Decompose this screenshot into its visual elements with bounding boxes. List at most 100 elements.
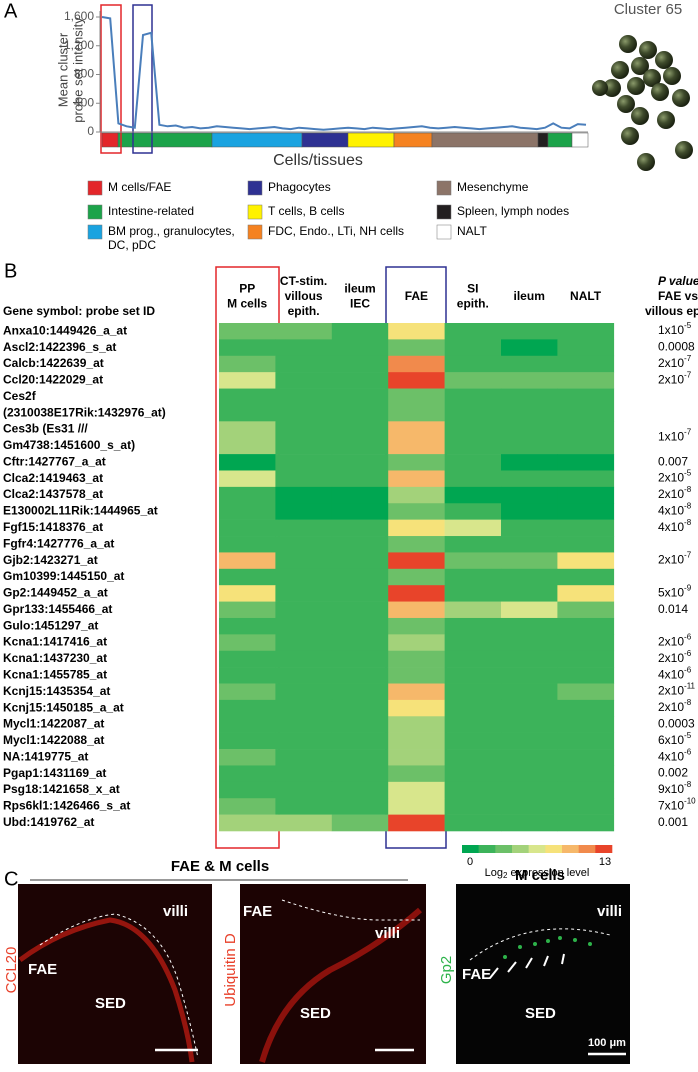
image-label: villi: [375, 925, 400, 942]
heatmap-cell: [219, 388, 276, 422]
p-value-text: 4x10: [658, 667, 684, 681]
heatmap-cell: [557, 519, 615, 537]
gene-label: Gm4738:1451600_s_at): [3, 438, 135, 452]
p-value-text: 2x10: [658, 651, 684, 665]
legend-swatch: [247, 224, 263, 240]
p-value: 2x10-5: [658, 469, 692, 485]
gene-label: Ccl20:1422029_at: [3, 373, 103, 387]
heatmap-cell: [444, 732, 502, 750]
p-value: 0.0003: [658, 717, 695, 731]
scale-swatch: [578, 845, 596, 853]
heatmap-cell: [219, 470, 276, 488]
heatmap-cell: [501, 323, 558, 340]
column-header: epith.: [457, 297, 489, 311]
p-value-text: 2x10: [658, 373, 684, 387]
scale-title-sub: 2: [503, 871, 508, 880]
heatmap-cell: [388, 601, 445, 619]
tissue-strip: [101, 132, 589, 148]
heatmap-cell: [444, 683, 502, 701]
scale-bar-label: 100 μm: [588, 1037, 626, 1049]
p-value-text: 1x10: [658, 323, 684, 337]
p-value-text: 0.0008: [658, 340, 695, 354]
p-value-text: 2x10: [658, 635, 684, 649]
p-value: 5x10-9: [658, 583, 692, 599]
heatmap-cell: [331, 814, 389, 832]
heatmap-cell: [219, 617, 276, 635]
heatmap-cell: [388, 716, 445, 733]
gene-label: Anxa10:1449426_a_at: [3, 323, 127, 337]
heatmap-cell: [444, 634, 502, 652]
legend-label: Intestine-related: [108, 204, 194, 218]
p-value: 2x10-7: [658, 354, 692, 370]
heatmap-cell: [331, 667, 389, 684]
p-value-exponent: -11: [684, 682, 696, 691]
heatmap-cell: [388, 732, 445, 750]
heatmap-cell: [219, 552, 276, 570]
p-value-text: 2x10: [658, 553, 684, 567]
gene-label: Gm10399:1445150_at: [3, 569, 124, 583]
p-value-text: 1x10: [658, 430, 684, 444]
scale-swatch: [512, 845, 529, 853]
gene-label: Fgf15:1418376_at: [3, 520, 103, 534]
heatmap-cell: [557, 339, 615, 357]
heatmap-cell: [388, 536, 445, 553]
heatmap-cell: [501, 585, 558, 602]
heatmap-cell: [557, 323, 615, 340]
p-value-text: 0.0003: [658, 717, 695, 731]
heatmap-cell: [275, 683, 333, 701]
p-header: FAE vs.: [658, 289, 698, 303]
image-label: villi: [597, 903, 622, 920]
heatmap-cell: [388, 650, 445, 668]
p-value-exponent: -8: [684, 502, 692, 511]
heatmap-cell: [501, 454, 558, 471]
scale-swatch: [562, 845, 579, 853]
heatmap-cell: [388, 585, 445, 602]
p-value: 0.014: [658, 602, 688, 616]
p-value: 4x10-6: [658, 747, 692, 763]
heatmap-cell: [388, 454, 445, 471]
heatmap-cell: [219, 454, 276, 471]
heatmap-cell: [331, 634, 389, 652]
heatmap-cell: [501, 552, 558, 570]
p-value-text: 4x10: [658, 504, 684, 518]
heatmap-cell: [444, 617, 502, 635]
stain-label: CCL20: [3, 947, 20, 994]
p-value-exponent: -8: [684, 780, 692, 789]
heatmap-cell: [331, 536, 389, 553]
gene-label: Kcna1:1437230_at: [3, 651, 107, 665]
p-value: 2x10-7: [658, 551, 692, 567]
gene-label: Kcnj15:1435354_at: [3, 684, 110, 698]
heatmap-cell: [219, 634, 276, 652]
panel-label: A: [4, 0, 18, 22]
p-value-text: 9x10: [658, 782, 684, 796]
image-label: SED: [95, 995, 126, 1012]
heatmap-cell: [557, 765, 615, 783]
heatmap-cell: [219, 749, 276, 766]
legend-label: Spleen, lymph nodes: [457, 204, 569, 218]
p-value-exponent: -7: [684, 370, 692, 379]
heatmap-cell: [331, 503, 389, 520]
column-header: epith.: [288, 304, 320, 318]
heatmap-cell: [444, 699, 502, 717]
heatmap-cell: [501, 339, 558, 357]
heatmap-cell: [275, 617, 333, 635]
heatmap-cell: [444, 503, 502, 520]
panel-c: FAE & M cells M cells CCL20 Ubiquitin D …: [3, 858, 630, 1064]
heatmap-cell: [388, 355, 445, 373]
heatmap-cell: [275, 519, 333, 537]
heatmap-cell: [388, 323, 445, 340]
heatmap-cell: [501, 421, 558, 455]
gene-label: Pgap1:1431169_at: [3, 766, 106, 780]
heatmap-cell: [557, 486, 615, 504]
heatmap-cell: [444, 650, 502, 668]
heatmap-cell: [444, 552, 502, 570]
heatmap-cell: [275, 814, 333, 832]
p-value: 4x10-8: [658, 502, 692, 518]
heatmap-cell: [557, 585, 615, 602]
y-tick-label: 0: [87, 124, 94, 138]
highlight-box: [100, 4, 122, 154]
heatmap-cell: [275, 568, 333, 586]
column-header: ileum: [344, 282, 375, 296]
heatmap-cell: [331, 519, 389, 537]
legend-label: DC, pDC: [108, 238, 156, 252]
